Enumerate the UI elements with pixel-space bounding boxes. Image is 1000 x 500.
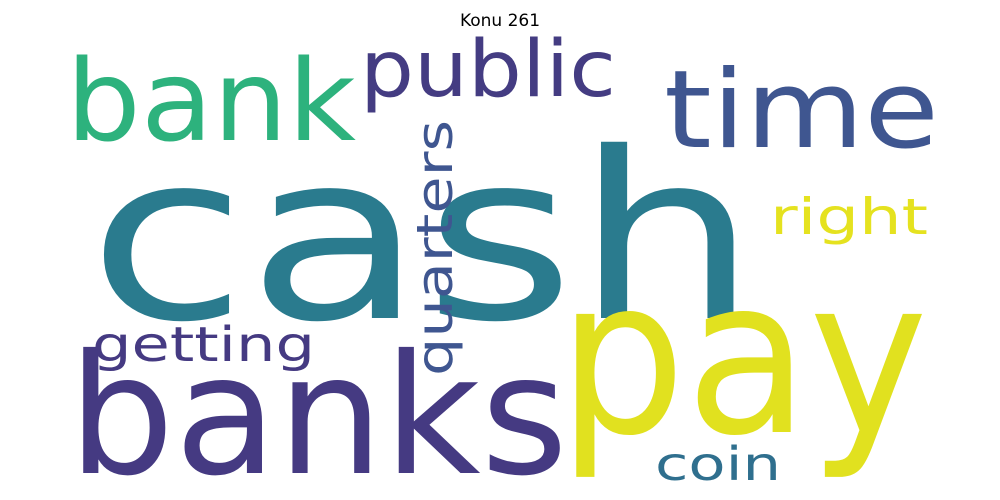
word-banks: banks <box>68 320 568 500</box>
word-getting: getting <box>92 317 315 373</box>
word-right: right <box>770 188 928 246</box>
word-public: public <box>360 25 616 115</box>
word-quarters: quarters <box>406 120 464 376</box>
word-coin: coin <box>655 437 781 491</box>
word-cash: cash <box>88 103 758 373</box>
word-time: time <box>664 48 939 173</box>
word-bank: bank <box>66 37 356 167</box>
chart-title: Konu 261 <box>459 11 541 31</box>
word-pay: pay <box>558 232 928 483</box>
